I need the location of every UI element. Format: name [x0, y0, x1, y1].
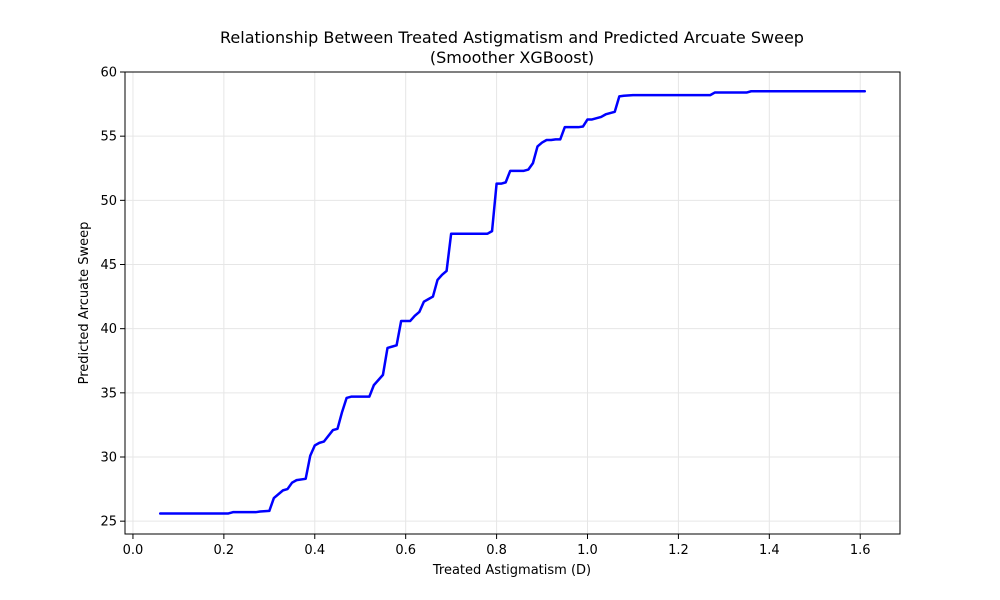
chart-title: Relationship Between Treated Astigmatism…: [220, 28, 804, 47]
y-tick-label: 25: [100, 515, 117, 530]
y-tick-label: 30: [100, 451, 117, 466]
y-tick-label: 40: [100, 322, 117, 337]
x-tick-label: 1.0: [577, 543, 598, 558]
y-axis-ticks: 25 30 35 40 45 50 55 60: [100, 66, 125, 530]
x-tick-label: 1.2: [668, 543, 689, 558]
y-axis-label: Predicted Arcuate Sweep: [77, 222, 92, 385]
y-tick-label: 60: [100, 66, 117, 81]
x-tick-label: 0.6: [395, 543, 416, 558]
grid-lines: [125, 71, 900, 534]
data-series: [158, 90, 867, 515]
x-axis-ticks: 0.0 0.2 0.4 0.6 0.8 1.0 1.2 1.4 1.6: [123, 534, 871, 558]
chart-subtitle: (Smoother XGBoost): [430, 48, 594, 67]
x-tick-label: 0.8: [486, 543, 507, 558]
x-tick-label: 0.0: [123, 543, 144, 558]
y-tick-label: 35: [100, 386, 117, 401]
x-axis-label: Treated Astigmatism (D): [432, 563, 591, 578]
plot-area-frame: [124, 71, 901, 535]
x-tick-label: 1.4: [759, 543, 780, 558]
y-tick-label: 55: [100, 130, 117, 145]
x-tick-label: 0.2: [214, 543, 235, 558]
x-tick-label: 1.6: [850, 543, 871, 558]
x-tick-label: 0.4: [304, 543, 325, 558]
y-tick-label: 50: [100, 194, 117, 209]
series-line-0: [158, 90, 867, 515]
y-tick-label: 45: [100, 258, 117, 273]
